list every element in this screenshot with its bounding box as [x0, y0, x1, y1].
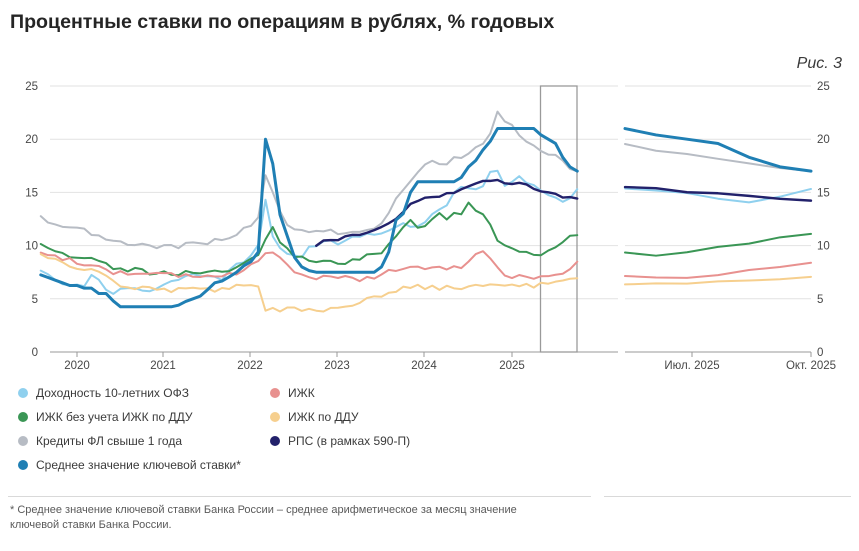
svg-text:Июл. 2025: Июл. 2025 [664, 360, 719, 372]
svg-text:25: 25 [817, 81, 830, 93]
svg-text:10: 10 [817, 241, 830, 253]
svg-text:2020: 2020 [64, 360, 90, 372]
svg-text:2025: 2025 [499, 360, 525, 372]
svg-text:Окт. 2025: Окт. 2025 [786, 360, 836, 372]
svg-text:20: 20 [817, 134, 830, 146]
svg-text:0: 0 [32, 347, 38, 359]
svg-text:5: 5 [817, 294, 823, 306]
svg-text:2023: 2023 [324, 360, 350, 372]
svg-text:5: 5 [32, 294, 38, 306]
svg-text:10: 10 [25, 241, 38, 253]
svg-text:25: 25 [25, 81, 38, 93]
svg-text:15: 15 [817, 187, 830, 199]
svg-text:0: 0 [817, 347, 823, 359]
svg-text:2021: 2021 [150, 360, 176, 372]
svg-text:2024: 2024 [411, 360, 437, 372]
svg-text:2022: 2022 [237, 360, 263, 372]
svg-text:15: 15 [25, 187, 38, 199]
svg-text:20: 20 [25, 134, 38, 146]
